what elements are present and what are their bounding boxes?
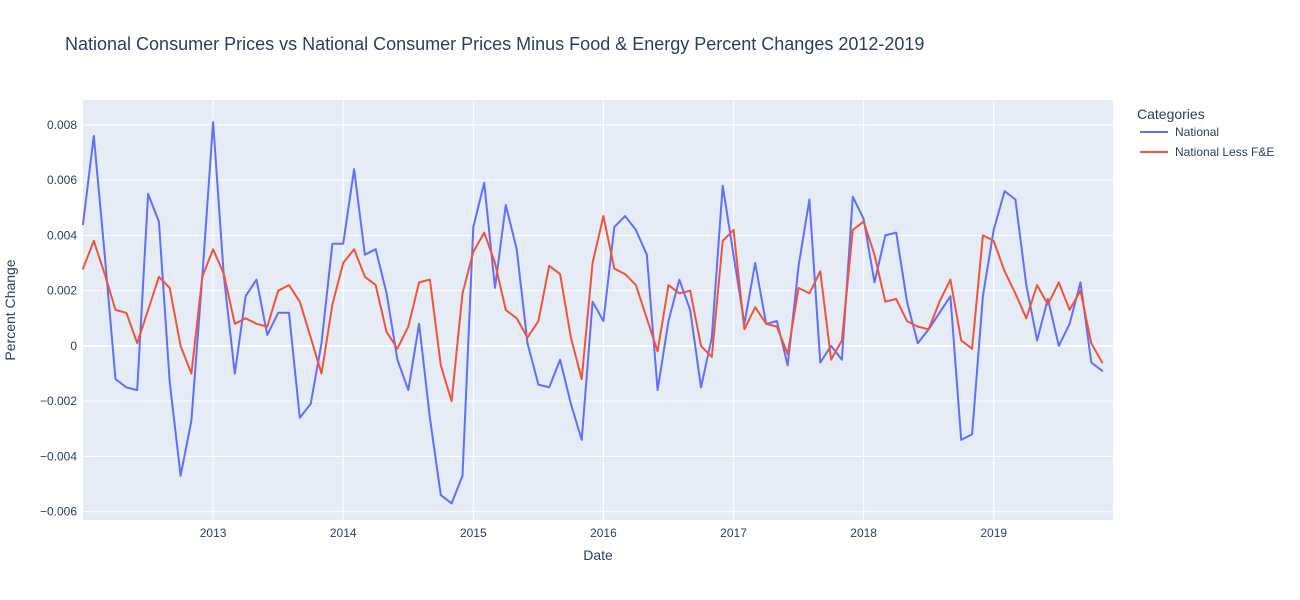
legend-item[interactable]: National: [1140, 125, 1219, 139]
y-tick-label: 0.004: [47, 228, 77, 242]
series-line-national-less-fe: [82, 215, 1104, 403]
y-tick-label: −0.004: [40, 449, 77, 463]
legend-label: National: [1175, 125, 1219, 139]
y-tick-label: −0.006: [40, 505, 77, 519]
y-axis-title: Percent Change: [2, 259, 18, 360]
x-tick-label: 2013: [200, 526, 227, 540]
y-tick-label: 0: [70, 339, 77, 353]
x-tick-label: 2018: [850, 526, 877, 540]
y-tick-label: −0.002: [40, 394, 77, 408]
y-axis-ticks: 0.008 0.006 0.004 0.002 0 −0.002 −0.004 −0.006: [40, 118, 77, 519]
series-lines: [82, 121, 1104, 505]
x-tick-label: 2019: [980, 526, 1007, 540]
x-axis-title: Date: [583, 547, 613, 563]
x-tick-label: 2017: [720, 526, 747, 540]
legend-items: National National Less F&E: [1140, 125, 1274, 159]
x-tick-label: 2015: [460, 526, 487, 540]
legend-item[interactable]: National Less F&E: [1140, 145, 1274, 159]
series-line-national: [82, 121, 1104, 505]
y-tick-label: 0.008: [47, 118, 77, 132]
x-tick-label: 2014: [330, 526, 357, 540]
chart-title: National Consumer Prices vs National Con…: [65, 34, 924, 54]
legend-label: National Less F&E: [1175, 145, 1274, 159]
x-tick-label: 2016: [590, 526, 617, 540]
legend: Categories National National Less F&E: [1137, 106, 1274, 159]
legend-title: Categories: [1137, 106, 1205, 122]
x-axis-ticks: 2013 2014 2015 2016 2017 2018 2019: [200, 526, 1008, 540]
y-tick-label: 0.002: [47, 284, 77, 298]
y-tick-label: 0.006: [47, 173, 77, 187]
